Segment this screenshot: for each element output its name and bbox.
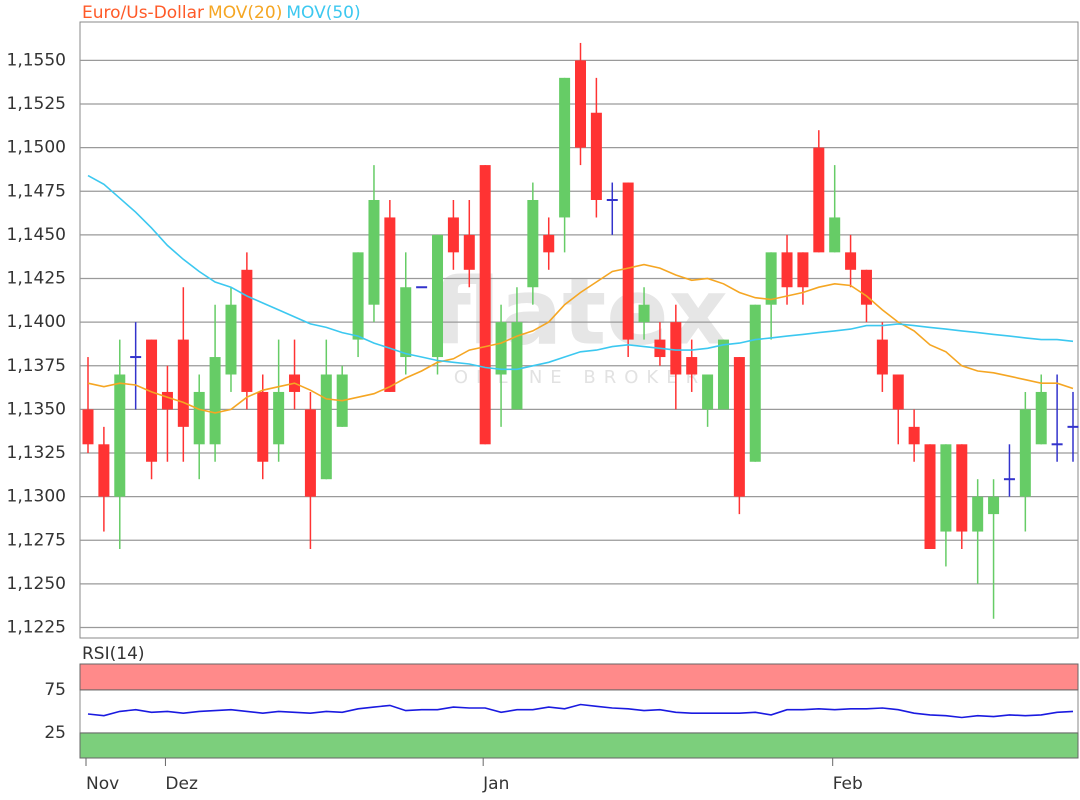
candle-body: [924, 444, 936, 550]
candle-body: [860, 269, 872, 305]
y-tick-label: 1,1325: [7, 443, 66, 463]
legend-entry: MOV(50): [286, 3, 360, 23]
y-tick-label: 1,1475: [7, 181, 66, 201]
candle-body: [813, 147, 825, 253]
candle-body: [320, 374, 332, 480]
y-tick-label: 1,1425: [7, 269, 66, 289]
candle-body: [527, 199, 539, 288]
candle-body: [908, 426, 920, 445]
candle-body: [559, 77, 571, 218]
candle-body: [273, 391, 285, 445]
candle-body: [845, 252, 857, 270]
candle-body: [193, 391, 205, 445]
y-tick-label: 75: [44, 680, 66, 700]
candle-body: [1035, 391, 1047, 445]
candle-body: [590, 112, 602, 200]
candle-body: [447, 217, 459, 253]
candle-body: [114, 374, 126, 497]
x-tick-label: Feb: [833, 774, 863, 794]
y-tick-label: 1,1525: [7, 94, 66, 114]
legend-entry: MOV(20): [208, 3, 282, 23]
candle-body: [988, 496, 1000, 515]
candle-body: [161, 391, 173, 410]
candle-body: [209, 357, 221, 445]
candle-body: [177, 339, 189, 427]
overbought-band: [79, 663, 1079, 691]
line-series: [87, 703, 1074, 719]
candle-body: [368, 199, 380, 305]
candle-body: [876, 339, 888, 375]
y-tick-label: 1,1350: [7, 399, 66, 419]
candle-body: [1019, 409, 1031, 497]
candle-body: [495, 322, 507, 375]
candle-body: [765, 252, 777, 305]
candle-body: [749, 304, 761, 462]
candle-body: [400, 287, 412, 358]
candle-body: [479, 165, 491, 445]
candle-body: [717, 339, 729, 410]
candle-body: [622, 182, 634, 340]
candle-body: [257, 391, 269, 462]
legend: Euro/Us-Dollar MOV(20) MOV(50): [82, 3, 361, 23]
y-tick-label: 1,1375: [7, 356, 66, 376]
x-tick-label: Jan: [482, 774, 509, 794]
candle-body: [304, 409, 316, 497]
candle-body: [940, 444, 952, 532]
y-tick-label: 1,1300: [7, 487, 66, 507]
candle-body: [892, 374, 904, 410]
y-tick-label: 1,1550: [7, 50, 66, 70]
legend-entry: Euro/Us-Dollar: [82, 3, 204, 23]
y-tick-label: 1,1400: [7, 312, 66, 332]
candle-body: [146, 339, 158, 462]
candle-body: [82, 409, 94, 445]
candle-body: [352, 252, 364, 340]
candle-body: [575, 60, 586, 148]
candle-body: [686, 357, 698, 375]
candle-body: [829, 217, 841, 253]
candle-body: [781, 252, 793, 288]
candle-body: [98, 444, 110, 497]
candle-body: [511, 322, 523, 410]
candle-body: [225, 304, 237, 375]
line-series: [87, 174, 1074, 371]
watermark-tagline: ONLINE BROKER: [454, 367, 706, 388]
y-tick-label: 1,1275: [7, 530, 66, 550]
candle-body: [670, 322, 682, 375]
candle-body: [733, 357, 745, 497]
oversold-band: [79, 732, 1079, 759]
candle-body: [972, 496, 984, 532]
line-series: [87, 263, 1074, 414]
candle-body: [956, 444, 968, 532]
y-tick-label: 1,1225: [7, 618, 66, 638]
candle-body: [543, 234, 555, 253]
y-tick-label: 25: [44, 723, 66, 743]
x-tick-label: Dez: [165, 774, 198, 794]
x-tick-label: Nov: [86, 774, 119, 794]
rsi-title: RSI(14): [82, 644, 145, 664]
y-tick-label: 1,1450: [7, 225, 66, 245]
candle-body: [797, 252, 809, 288]
candle-body: [384, 217, 396, 392]
y-tick-label: 1,1500: [7, 138, 66, 158]
candle-body: [432, 234, 444, 358]
candle-body: [702, 374, 714, 410]
candle-body: [241, 269, 253, 392]
candle-body: [463, 234, 475, 270]
candle-body: [638, 304, 650, 323]
y-tick-label: 1,1250: [7, 574, 66, 594]
